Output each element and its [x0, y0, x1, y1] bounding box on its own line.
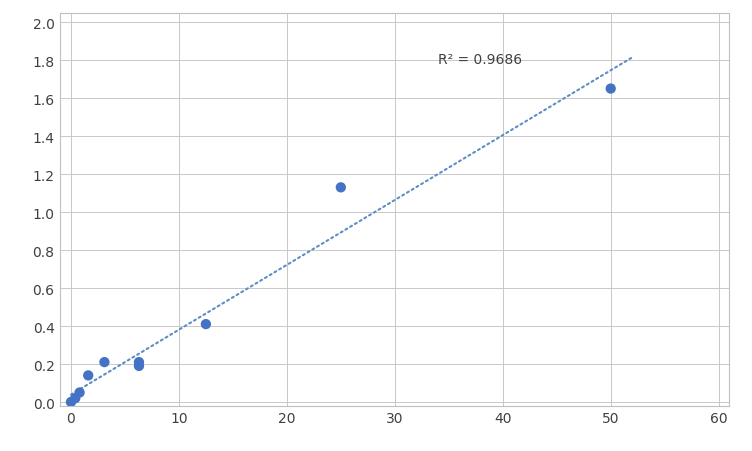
Text: R² = 0.9686: R² = 0.9686	[438, 53, 522, 67]
Point	[99, 359, 111, 366]
Point	[74, 389, 86, 396]
Point	[335, 184, 347, 192]
Point	[69, 395, 81, 402]
Point	[133, 359, 145, 366]
Point	[200, 321, 212, 328]
Point	[133, 363, 145, 370]
Point	[82, 372, 94, 379]
Point	[605, 86, 617, 93]
Point	[65, 399, 77, 406]
